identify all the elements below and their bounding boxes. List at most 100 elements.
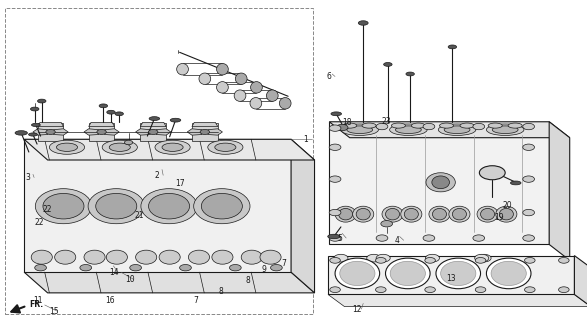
Text: 16: 16 [105, 296, 115, 305]
Text: 5: 5 [338, 234, 342, 243]
Ellipse shape [401, 206, 422, 222]
Ellipse shape [335, 258, 380, 289]
Ellipse shape [367, 254, 381, 262]
Ellipse shape [412, 123, 425, 128]
Polygon shape [574, 256, 588, 307]
Circle shape [270, 265, 282, 271]
Circle shape [179, 265, 191, 271]
Circle shape [423, 235, 435, 241]
Ellipse shape [49, 140, 85, 154]
Text: 13: 13 [446, 274, 456, 283]
Polygon shape [89, 123, 115, 126]
Ellipse shape [176, 63, 188, 75]
Ellipse shape [38, 99, 46, 103]
Text: 7: 7 [281, 259, 286, 268]
Text: 11: 11 [33, 296, 42, 305]
Ellipse shape [438, 124, 476, 135]
Polygon shape [105, 129, 119, 135]
Ellipse shape [136, 250, 157, 264]
Text: 9: 9 [262, 265, 266, 275]
Ellipse shape [492, 126, 518, 133]
Ellipse shape [149, 194, 189, 219]
Ellipse shape [390, 124, 427, 135]
Ellipse shape [84, 250, 105, 264]
Circle shape [524, 258, 535, 263]
Ellipse shape [488, 123, 502, 128]
Ellipse shape [201, 194, 242, 219]
Circle shape [425, 258, 435, 263]
Circle shape [229, 265, 241, 271]
Ellipse shape [340, 261, 375, 285]
Polygon shape [141, 123, 166, 141]
Ellipse shape [97, 129, 106, 134]
Ellipse shape [396, 126, 421, 133]
Text: 23: 23 [382, 116, 392, 126]
Circle shape [376, 123, 388, 130]
Ellipse shape [510, 181, 521, 185]
Ellipse shape [405, 208, 418, 220]
Circle shape [523, 176, 534, 182]
Circle shape [329, 176, 341, 182]
Polygon shape [187, 129, 202, 135]
Ellipse shape [353, 206, 374, 222]
Text: 15: 15 [49, 307, 58, 316]
Ellipse shape [429, 206, 450, 222]
Ellipse shape [335, 206, 356, 222]
Ellipse shape [88, 189, 145, 224]
Polygon shape [329, 122, 570, 138]
Ellipse shape [149, 117, 160, 121]
Ellipse shape [162, 143, 183, 151]
Text: FR.: FR. [29, 300, 43, 309]
Ellipse shape [432, 176, 449, 189]
Circle shape [329, 144, 341, 150]
Circle shape [559, 287, 569, 292]
Circle shape [559, 258, 569, 263]
Ellipse shape [56, 143, 78, 151]
Ellipse shape [241, 250, 262, 264]
Ellipse shape [31, 250, 52, 264]
Polygon shape [291, 139, 315, 293]
Ellipse shape [199, 73, 211, 84]
Text: 18: 18 [342, 118, 352, 127]
Ellipse shape [356, 208, 370, 220]
Circle shape [523, 144, 534, 150]
Text: 1: 1 [303, 135, 308, 144]
Circle shape [376, 287, 386, 292]
Ellipse shape [475, 254, 489, 262]
Polygon shape [549, 122, 570, 260]
Circle shape [524, 287, 535, 292]
Ellipse shape [102, 140, 138, 154]
Ellipse shape [383, 62, 392, 66]
Bar [5, 8, 313, 314]
Polygon shape [192, 123, 218, 126]
Circle shape [330, 287, 340, 292]
Text: 20: 20 [502, 201, 512, 210]
Ellipse shape [215, 143, 236, 151]
Ellipse shape [155, 140, 190, 154]
Circle shape [329, 125, 341, 131]
Circle shape [475, 258, 486, 263]
Polygon shape [54, 129, 68, 135]
Text: 8: 8 [246, 276, 250, 285]
Ellipse shape [115, 112, 123, 116]
Ellipse shape [339, 208, 353, 220]
Ellipse shape [188, 250, 209, 264]
Ellipse shape [444, 126, 470, 133]
Text: 22: 22 [43, 205, 52, 214]
Polygon shape [24, 272, 315, 293]
Ellipse shape [491, 261, 526, 285]
Text: 12: 12 [353, 305, 362, 314]
Circle shape [80, 265, 92, 271]
Ellipse shape [376, 254, 390, 262]
Ellipse shape [141, 189, 197, 224]
Circle shape [473, 235, 485, 241]
Text: 6: 6 [326, 72, 331, 81]
Circle shape [423, 123, 435, 130]
Ellipse shape [426, 173, 455, 192]
Ellipse shape [436, 258, 480, 289]
Ellipse shape [212, 250, 233, 264]
Ellipse shape [31, 107, 39, 111]
Circle shape [376, 258, 386, 263]
Ellipse shape [341, 124, 379, 135]
Ellipse shape [235, 73, 247, 84]
